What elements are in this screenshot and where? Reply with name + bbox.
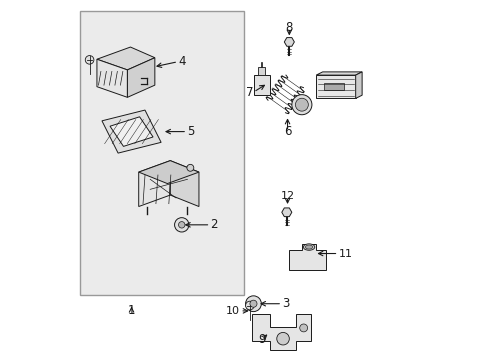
Polygon shape	[355, 72, 362, 98]
Polygon shape	[110, 117, 153, 147]
Polygon shape	[127, 58, 155, 97]
Circle shape	[245, 296, 261, 312]
Bar	[80, 12, 244, 295]
Circle shape	[249, 300, 257, 307]
Polygon shape	[139, 161, 170, 207]
Polygon shape	[97, 47, 155, 70]
Text: 10: 10	[226, 306, 240, 316]
Bar	[258, 67, 265, 75]
Circle shape	[299, 324, 307, 332]
Text: 2: 2	[210, 218, 218, 231]
Circle shape	[295, 98, 308, 111]
Polygon shape	[288, 244, 325, 270]
Polygon shape	[170, 161, 199, 207]
Polygon shape	[284, 37, 294, 46]
Circle shape	[178, 222, 184, 228]
Polygon shape	[281, 208, 291, 217]
Circle shape	[186, 165, 193, 171]
Polygon shape	[251, 315, 310, 350]
Bar	[253, 75, 269, 95]
Text: 3: 3	[282, 297, 289, 310]
Circle shape	[85, 55, 94, 64]
Text: 7: 7	[245, 86, 253, 99]
Circle shape	[245, 301, 254, 310]
Polygon shape	[316, 75, 355, 98]
Polygon shape	[97, 59, 127, 97]
Circle shape	[174, 218, 188, 232]
Text: 4: 4	[178, 55, 185, 68]
Text: 11: 11	[338, 248, 352, 258]
Polygon shape	[139, 161, 199, 184]
Ellipse shape	[303, 244, 314, 250]
Circle shape	[276, 332, 289, 345]
Polygon shape	[102, 110, 161, 153]
Text: 6: 6	[283, 125, 291, 138]
Polygon shape	[316, 72, 362, 75]
Bar	[324, 83, 343, 90]
Circle shape	[291, 95, 311, 115]
Text: 8: 8	[285, 21, 292, 34]
Ellipse shape	[305, 245, 312, 249]
Text: 12: 12	[280, 191, 294, 201]
Text: 5: 5	[187, 125, 194, 138]
Text: 9: 9	[258, 333, 265, 346]
Text: 1: 1	[127, 305, 135, 318]
